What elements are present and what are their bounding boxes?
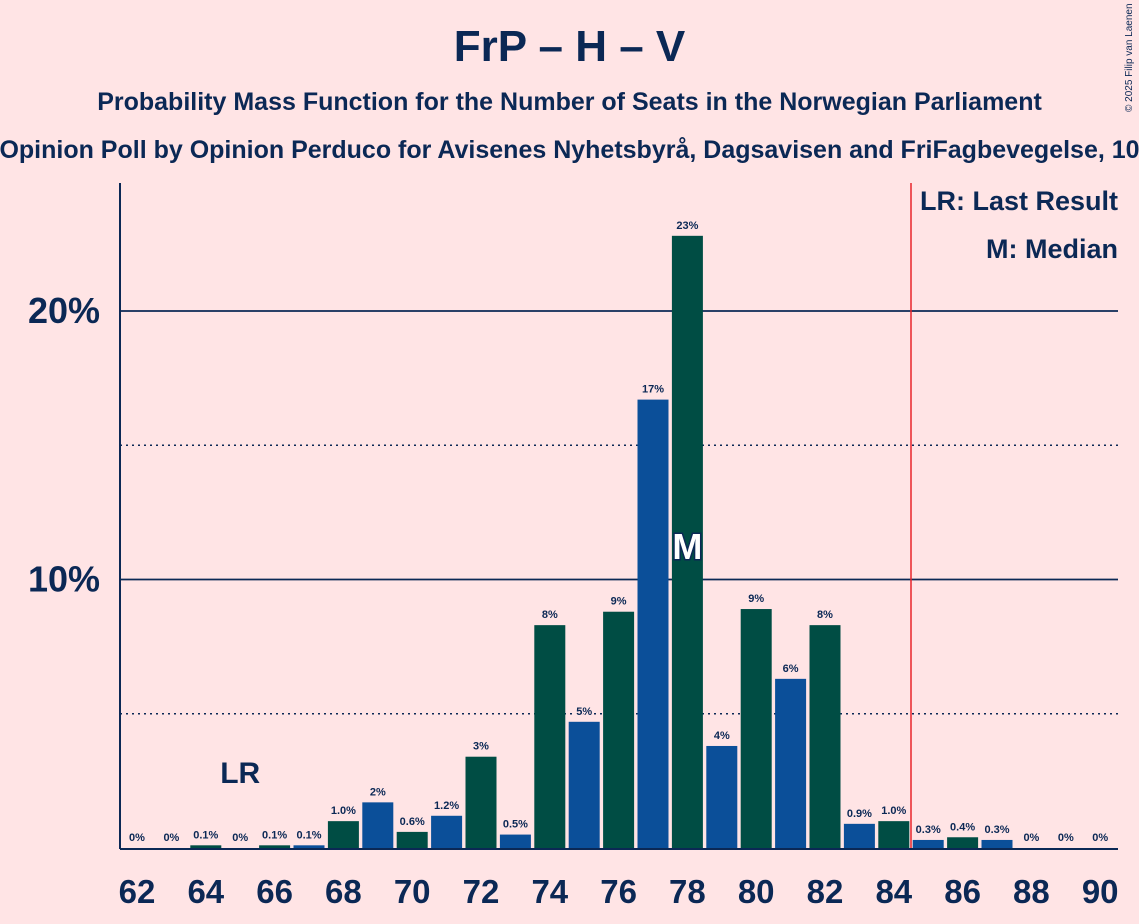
x-tick-label: 70	[394, 873, 431, 910]
x-tick-label: 68	[325, 873, 362, 910]
bar-value-label: 0%	[1023, 832, 1039, 844]
bar	[327, 821, 359, 848]
bar	[534, 625, 566, 848]
bar-value-label: 0.1%	[296, 829, 321, 841]
bar-value-label: 0%	[1058, 832, 1074, 844]
bar-value-label: 6%	[783, 663, 799, 675]
chart-title: FrP – H – V	[453, 22, 686, 71]
x-tick-label: 82	[807, 873, 844, 910]
bar	[603, 611, 635, 848]
y-tick-label: 10%	[28, 559, 100, 600]
bar	[706, 745, 738, 848]
y-tick-label: 20%	[28, 290, 100, 331]
bar	[947, 837, 979, 848]
bar-value-label: 0.1%	[193, 829, 218, 841]
bar-value-label: 9%	[748, 593, 764, 605]
x-tick-label: 84	[875, 873, 912, 910]
bar-value-label: 0.3%	[984, 824, 1009, 836]
bar	[465, 756, 497, 848]
x-tick-label: 64	[187, 873, 224, 910]
bar-value-label: 0%	[163, 832, 179, 844]
bar-value-label: 17%	[642, 384, 664, 396]
bar-value-label: 8%	[817, 609, 833, 621]
bar-value-label: 4%	[714, 730, 730, 742]
bar-value-label: 8%	[542, 609, 558, 621]
bar-value-label: 23%	[676, 220, 698, 232]
bar	[499, 834, 531, 848]
median-marker: M	[672, 526, 702, 567]
chart-poll-description: Opinion Poll by Opinion Perduco for Avis…	[0, 136, 1139, 164]
x-tick-label: 66	[256, 873, 293, 910]
chart-subtitle: Probability Mass Function for the Number…	[97, 88, 1042, 116]
bar-value-label: 1.0%	[331, 805, 356, 817]
bar	[878, 821, 910, 848]
x-tick-label: 80	[738, 873, 775, 910]
bar	[431, 815, 463, 848]
bar-value-label: 1.2%	[434, 800, 459, 812]
bar-value-label: 2%	[370, 786, 386, 798]
bar	[259, 845, 291, 848]
bar-value-label: 0.1%	[262, 829, 287, 841]
bar-value-label: 0.5%	[503, 819, 528, 831]
bar	[775, 678, 807, 848]
legend-entry: M: Median	[986, 234, 1118, 264]
bar	[843, 823, 875, 848]
bar-value-label: 0%	[129, 832, 145, 844]
x-tick-label: 76	[600, 873, 637, 910]
last-result-label: LR	[220, 757, 260, 790]
bar	[981, 839, 1013, 848]
bar-value-label: 1.0%	[881, 805, 906, 817]
x-tick-label: 90	[1082, 873, 1119, 910]
x-tick-label: 88	[1013, 873, 1050, 910]
bar	[637, 399, 669, 848]
bar-value-label: 0.6%	[400, 816, 425, 828]
x-tick-label: 72	[463, 873, 500, 910]
bar	[396, 831, 428, 848]
x-tick-label: 86	[944, 873, 981, 910]
bar-value-label: 0%	[1092, 832, 1108, 844]
legend-entry: LR: Last Result	[920, 186, 1118, 216]
x-tick-label: 74	[531, 873, 568, 910]
bar	[190, 845, 222, 848]
bar-value-label: 5%	[576, 706, 592, 718]
bar	[362, 802, 394, 848]
bar	[740, 609, 772, 848]
bar-value-label: 9%	[611, 596, 627, 608]
bar	[809, 625, 841, 848]
bar	[912, 839, 944, 848]
bar-value-label: 3%	[473, 741, 489, 753]
bar	[671, 235, 703, 848]
x-tick-label: 62	[119, 873, 156, 910]
bar-value-label: 0%	[232, 832, 248, 844]
bar-value-label: 0.4%	[950, 821, 975, 833]
bar-value-label: 0.3%	[916, 824, 941, 836]
bar	[293, 845, 325, 848]
x-tick-label: 78	[669, 873, 706, 910]
bar	[568, 721, 600, 848]
bar-value-label: 0.9%	[847, 808, 872, 820]
